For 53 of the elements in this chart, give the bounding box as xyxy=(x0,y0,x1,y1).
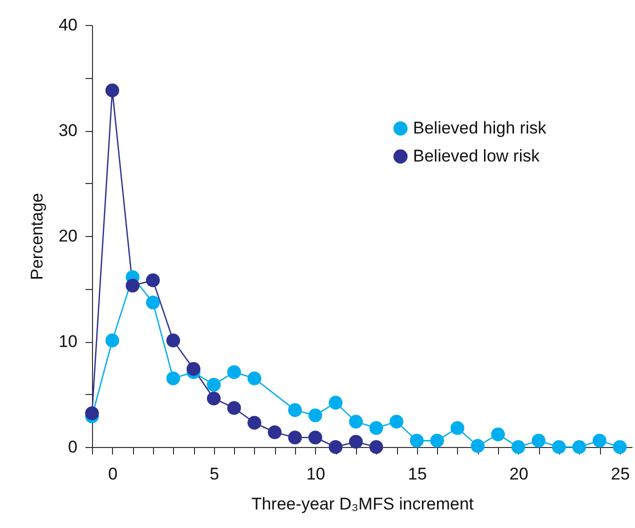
point xyxy=(349,434,363,449)
point xyxy=(410,434,424,448)
point xyxy=(491,427,505,442)
point xyxy=(511,440,526,454)
point xyxy=(308,408,322,422)
point xyxy=(470,439,485,453)
x-tick-label: 0 xyxy=(108,464,118,484)
point xyxy=(166,334,180,348)
point xyxy=(430,434,444,448)
point xyxy=(369,421,384,435)
x-axis-title: Three-year D₃MFS increment xyxy=(251,494,474,514)
point xyxy=(288,430,302,444)
x-tick-label: 15 xyxy=(408,464,427,484)
point xyxy=(268,425,282,440)
legend-label: Believed low risk xyxy=(413,146,540,166)
point xyxy=(248,416,262,430)
point xyxy=(85,406,99,420)
y-tick-label: 0 xyxy=(68,438,78,456)
point xyxy=(146,296,160,310)
point xyxy=(166,372,180,386)
point xyxy=(146,273,160,288)
point xyxy=(126,278,140,292)
x-tick-label: 20 xyxy=(509,464,528,484)
point xyxy=(206,378,221,392)
point xyxy=(369,440,384,454)
point xyxy=(308,430,322,444)
point xyxy=(248,372,262,386)
x-tick-label: 5 xyxy=(210,464,220,484)
point xyxy=(105,84,120,98)
point xyxy=(572,440,586,454)
y-tick-label: 40 xyxy=(58,16,78,34)
point xyxy=(612,440,627,454)
point xyxy=(227,401,241,415)
x-tick-label: 25 xyxy=(610,464,630,484)
y-tick-label: 10 xyxy=(58,332,78,351)
point xyxy=(532,434,546,448)
point xyxy=(288,403,302,417)
point xyxy=(227,365,241,379)
point xyxy=(552,440,566,454)
point xyxy=(186,362,200,376)
y-tick-label: 30 xyxy=(58,121,78,140)
x-tick-label: 10 xyxy=(306,464,326,484)
point xyxy=(105,334,120,348)
point xyxy=(450,421,464,435)
y-axis-title: Percentage xyxy=(28,193,47,280)
point xyxy=(390,414,404,429)
point xyxy=(206,392,221,406)
point xyxy=(328,440,342,454)
legend-label: Believed high risk xyxy=(413,118,547,138)
point xyxy=(592,434,606,448)
y-tick-label: 20 xyxy=(58,226,78,246)
point xyxy=(328,396,342,410)
point xyxy=(349,414,363,429)
